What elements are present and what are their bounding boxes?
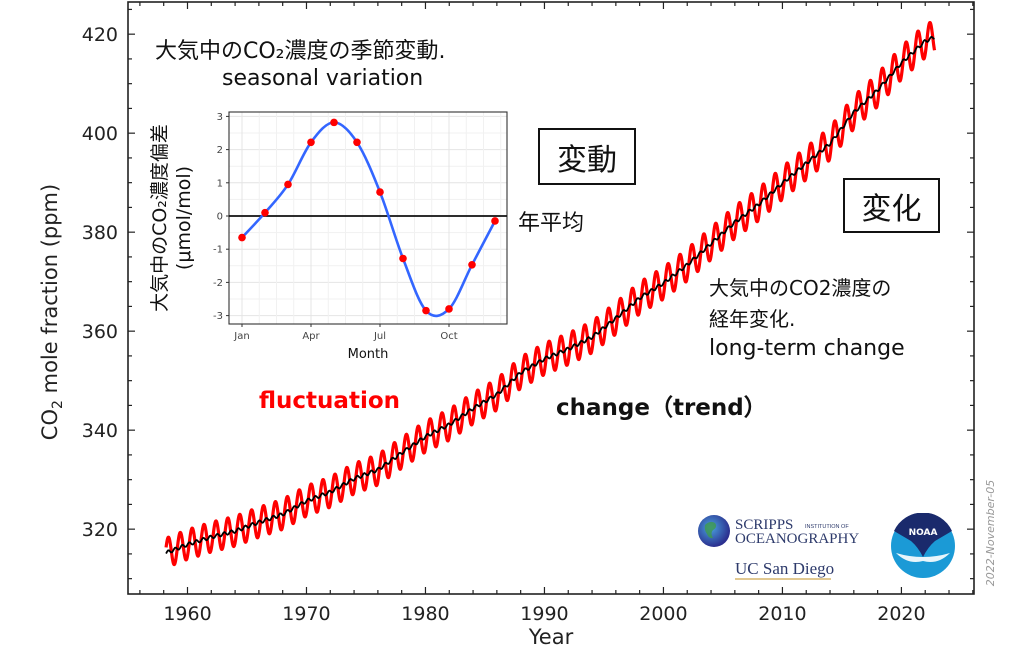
longterm-jp-1: 大気中のCO2濃度の	[709, 276, 892, 300]
inset-point-jun	[353, 138, 361, 147]
trend-line	[165, 35, 935, 554]
trend-label: change（trend）	[556, 395, 767, 421]
inset-x-label: Month	[348, 347, 389, 362]
inset-point-apr	[307, 138, 315, 147]
inset-y-tick-label: -2	[213, 278, 223, 289]
y-tick-label: 400	[82, 123, 118, 145]
x-tick-label: 1960	[163, 603, 211, 625]
inset-point-may	[330, 118, 338, 127]
fluctuation-label: fluctuation	[259, 388, 400, 414]
main-axes: 1960 1970 1980 1990 2000 2010 2020320340360380…	[82, 1, 975, 625]
inset-y-tick-label: 1	[217, 178, 223, 189]
inset-x-tick-label: Oct	[440, 331, 457, 342]
inset-point-mar	[284, 180, 292, 189]
ylabel-rest: mole fraction (ppm)	[38, 184, 62, 400]
x-tick-label: 2010	[758, 603, 806, 625]
y-tick-label: 360	[82, 321, 118, 343]
y-tick-label: 380	[82, 222, 118, 244]
inset-panel	[228, 111, 508, 325]
inset-point-dec	[491, 217, 499, 225]
globe-icon: SCRIPPS INSTITUTION OF OCEANOGRAPHY UC S…	[698, 515, 859, 580]
x-tick-label: 2000	[639, 603, 687, 625]
inset-x-tick-label: Apr	[302, 331, 320, 342]
inset-y-label-1: 大気中のCO₂濃度偏差	[149, 124, 171, 312]
plot-frame	[127, 1, 975, 595]
inset-y-tick-label: 0	[217, 212, 223, 223]
henka-box: 変化	[843, 178, 940, 233]
y-tick-label: 420	[82, 24, 118, 46]
inset-y-tick-label: 3	[217, 112, 223, 123]
inset-y-tick-label: -1	[213, 245, 223, 256]
x-tick-label: 2020	[877, 603, 925, 625]
inset-y-tick-label: -3	[213, 311, 223, 322]
oceanography-text: OCEANOGRAPHY	[735, 531, 859, 547]
fluctuation-line	[164, 20, 937, 567]
noaa-text: NOAA	[909, 528, 938, 538]
x-tick-label: 1970	[282, 603, 330, 625]
inset-x-tick-label: Jan	[233, 331, 249, 342]
date-stamp: 2022-November-05	[984, 480, 997, 587]
seasonal-inset: -3 -2 -1 0 1 2 3 Jan Apr Jul Oct Month 大気中のCO₂濃度偏差 (μ…	[149, 111, 508, 362]
scripps-ucsd-logo: SCRIPPS INSTITUTION OF OCEANOGRAPHY UC S…	[697, 513, 877, 583]
hendou-box: 変動	[538, 128, 636, 185]
inset-point-oct	[445, 305, 453, 313]
ucsd-text: UC San Diego	[735, 559, 834, 578]
ylabel-sub: 2	[50, 400, 66, 409]
inset-point-aug	[399, 254, 407, 263]
noaa-icon: NOAA	[891, 512, 955, 578]
scripps-text: SCRIPPS	[735, 517, 793, 533]
y-tick-label: 340	[82, 420, 118, 442]
inset-frame	[228, 111, 508, 325]
annual-mean-label: 年平均	[518, 211, 585, 236]
y-tick-label: 320	[82, 519, 118, 541]
longterm-en: long-term change	[709, 336, 905, 361]
x-tick-label: 1990	[520, 603, 568, 625]
seasonal-title-jp: 大気中のCO₂濃度の季節変動.	[155, 39, 446, 64]
x-axis-label: Year	[528, 625, 574, 649]
y-axis-label: CO2 mole fraction (ppm)	[38, 184, 66, 440]
inset-point-feb	[261, 208, 269, 217]
seasonal-title-en: seasonal variation	[222, 66, 424, 91]
ylabel-co: CO	[38, 409, 62, 440]
inset-y-tick-label: 2	[217, 145, 223, 156]
inset-x-tick-label: Jul	[373, 331, 386, 342]
inset-point-sep	[422, 306, 430, 315]
scripps-inst-text: INSTITUTION OF	[805, 524, 849, 530]
longterm-jp-2: 経年変化.	[709, 307, 796, 331]
inset-point-jul	[376, 188, 384, 196]
inset-point-jan	[238, 233, 246, 242]
noaa-logo: NOAA	[890, 512, 956, 579]
inset-point-nov	[468, 261, 476, 269]
inset-y-label-2: (μmol/mol)	[173, 166, 195, 270]
main-series	[164, 20, 937, 567]
x-tick-label: 1980	[401, 603, 449, 625]
